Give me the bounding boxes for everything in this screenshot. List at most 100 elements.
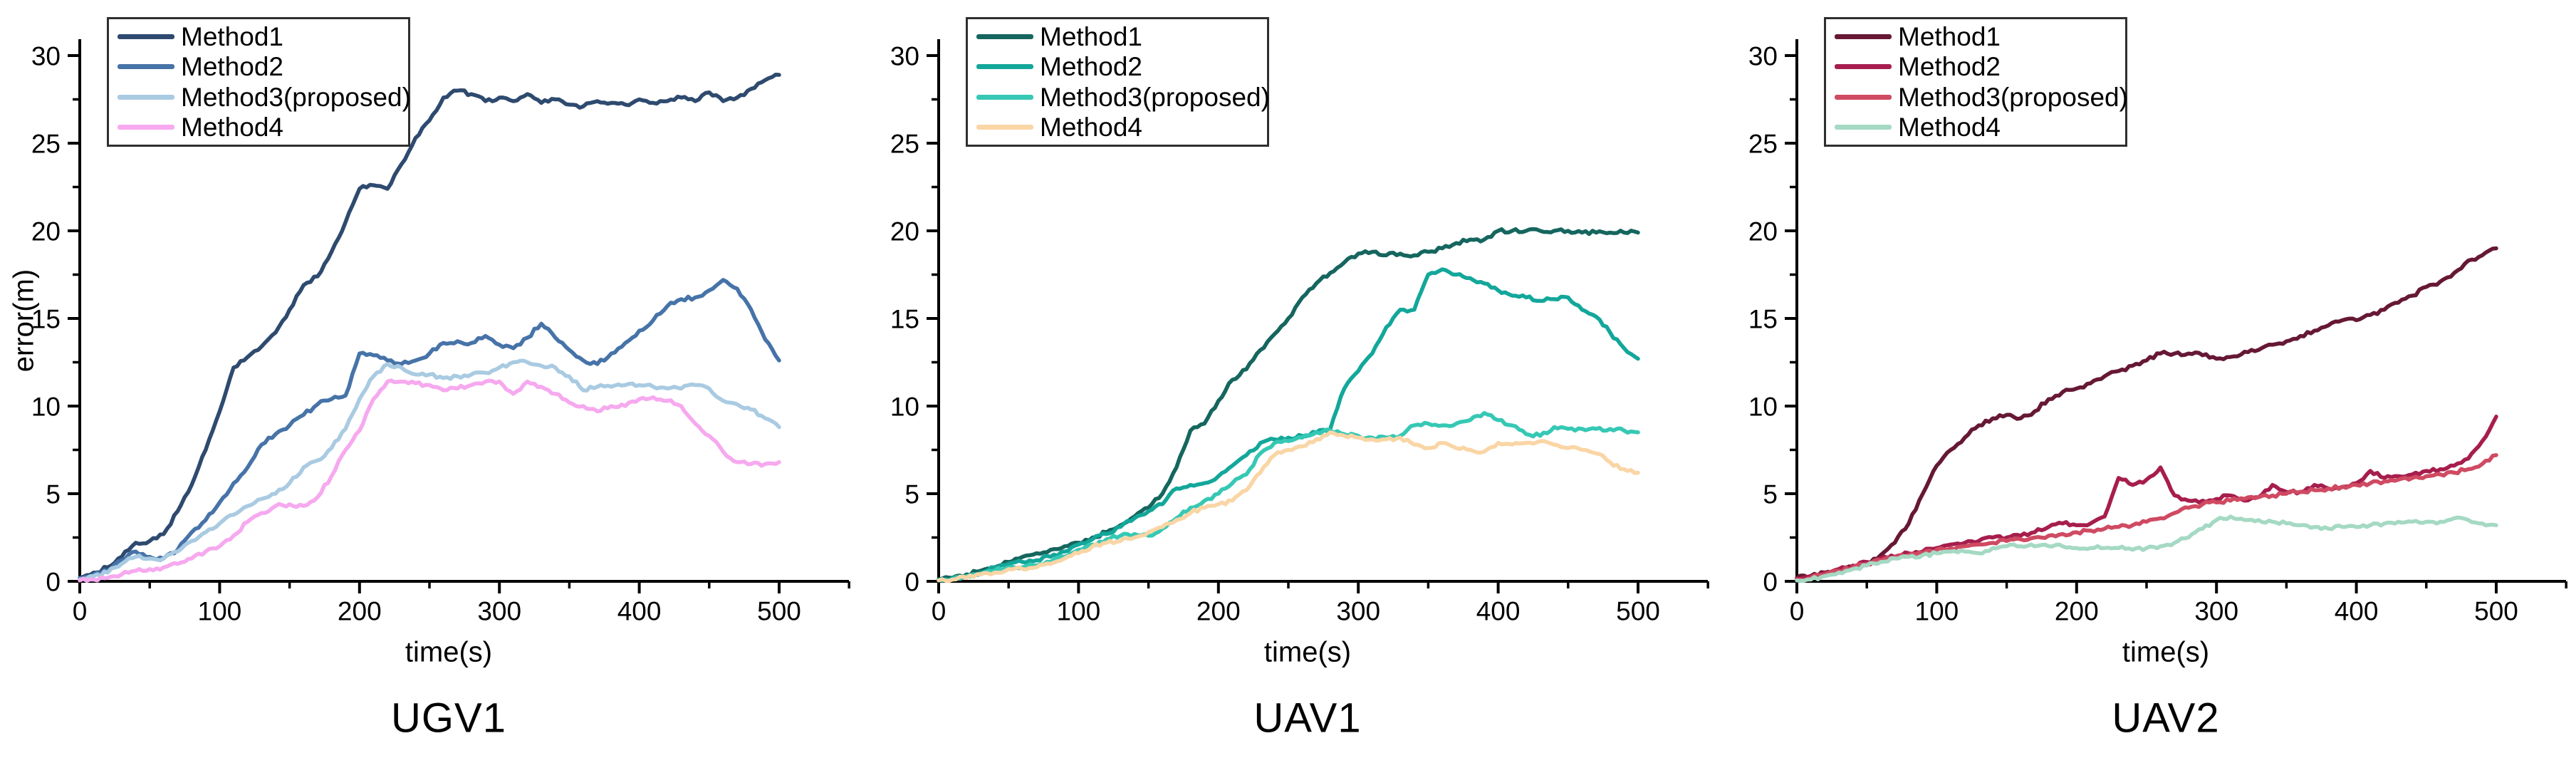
x-tick-label: 400: [2335, 597, 2379, 626]
legend-label: Method3(proposed): [181, 82, 411, 112]
x-axis-label: time(s): [405, 636, 493, 668]
series-line-method1: [78, 73, 781, 580]
legend-swatch-line: [118, 64, 174, 70]
legend-swatch-line: [1835, 64, 1892, 70]
y-tick-label: 15: [1748, 305, 1778, 334]
legend-item: Method4: [109, 113, 408, 143]
legend-label: Method2: [1898, 52, 2001, 82]
legend-label: Method2: [1040, 52, 1142, 82]
y-axis-label: error(m): [8, 269, 40, 373]
plot-area-uav1: 0 100 200 300 400 500 0 5 10 15 20 25 30: [890, 39, 1709, 626]
x-tick-label: 200: [2055, 597, 2099, 626]
legend-label: Method3(proposed): [1898, 82, 2128, 112]
x-tick-label: 100: [198, 597, 242, 626]
series-line-method3-proposed-: [78, 358, 781, 582]
series-line-method4: [1795, 514, 2498, 583]
x-tick-label: 0: [1790, 597, 1805, 626]
legend-item: Method2: [1826, 52, 2125, 83]
y-tick-label: 0: [46, 568, 61, 597]
x-tick-label: 500: [2474, 597, 2518, 626]
x-tick-label: 200: [1196, 597, 1241, 626]
legend-uav2: Method1 Method2 Method3(proposed) Method…: [1824, 17, 2128, 147]
y-tick-label: 5: [904, 480, 919, 509]
y-tick-label: 25: [31, 130, 61, 159]
legend-item: Method1: [109, 21, 408, 52]
y-tick-label: 10: [31, 393, 61, 422]
legend-item: Method1: [968, 21, 1267, 52]
chart-title-ugv1: UGV1: [391, 695, 506, 742]
legend-uav1: Method1 Method2 Method3(proposed) Method…: [966, 17, 1270, 147]
legend-swatch-line: [118, 94, 174, 100]
x-tick-label: 0: [73, 597, 88, 626]
x-axis-label: time(s): [1263, 636, 1352, 668]
legend-label: Method1: [1040, 21, 1142, 51]
y-tick-label: 15: [31, 305, 61, 334]
x-tick-label: 500: [757, 597, 801, 626]
legend-swatch-line: [976, 125, 1033, 130]
legend-item: Method2: [968, 52, 1267, 83]
legend-swatch-line: [118, 33, 174, 39]
x-tick-label: 200: [338, 597, 382, 626]
legend-swatch-line: [976, 94, 1033, 100]
y-tick-label: 30: [1748, 42, 1778, 71]
y-tick-label: 5: [1763, 480, 1778, 509]
x-tick-label: 400: [1476, 597, 1521, 626]
y-tick-label: 0: [1763, 568, 1778, 597]
legend-label: Method1: [181, 21, 283, 51]
legend-swatch-line: [976, 33, 1033, 39]
x-tick-label: 500: [1616, 597, 1660, 626]
y-tick-label: 5: [46, 480, 61, 509]
legend-label: Method2: [181, 52, 283, 82]
y-tick-label: 20: [890, 217, 919, 246]
y-tick-label: 15: [890, 305, 919, 334]
x-tick-label: 300: [1336, 597, 1380, 626]
legend-item: Method4: [1826, 113, 2125, 143]
y-tick-label: 30: [31, 42, 61, 71]
x-tick-label: 100: [1915, 597, 1959, 626]
legend-item: Method3(proposed): [1826, 82, 2128, 113]
legend-ugv1: Method1 Method2 Method3(proposed) Method…: [107, 17, 411, 147]
series-line-method2: [78, 278, 781, 581]
legend-item: Method3(proposed): [109, 82, 411, 113]
y-tick-label: 20: [31, 217, 61, 246]
chart-uav2: 0 100 200 300 400 500 0 5 10 15 20 25 30 time(s) UAV…: [1717, 0, 2576, 758]
legend-swatch-line: [118, 125, 174, 130]
series-line-method4: [937, 430, 1640, 583]
legend-label: Method4: [1040, 113, 1142, 142]
plot-area-ugv1: 0 100 200 300 400 500 0 5 10 15 20 25 30: [31, 39, 850, 626]
legend-item: Method1: [1826, 21, 2125, 52]
series-line-method3-proposed-: [1795, 453, 2498, 583]
legend-item: Method3(proposed): [968, 82, 1270, 113]
x-tick-label: 400: [617, 597, 662, 626]
legend-swatch-line: [976, 64, 1033, 70]
y-tick-label: 25: [890, 130, 919, 159]
x-tick-label: 300: [2194, 597, 2238, 626]
legend-label: Method3(proposed): [1040, 82, 1270, 112]
chart-ugv1: 0 100 200 300 400 500 0 5 10 15 20 25 30 error(m) ti…: [0, 0, 859, 758]
legend-label: Method4: [181, 113, 283, 142]
chart-title-uav2: UAV2: [2112, 695, 2220, 742]
series-line-method4: [78, 378, 781, 583]
series-line-method1: [937, 227, 1640, 582]
y-tick-label: 30: [890, 42, 919, 71]
legend-label: Method4: [1898, 113, 2001, 142]
series-line-method1: [1795, 246, 2498, 580]
legend-item: Method2: [109, 52, 408, 83]
y-tick-label: 10: [1748, 393, 1778, 422]
series-line-method3-proposed-: [937, 411, 1640, 583]
chart-title-uav1: UAV1: [1253, 695, 1362, 742]
plot-area-uav2: 0 100 200 300 400 500 0 5 10 15 20 25 30: [1748, 39, 2567, 626]
legend-item: Method4: [968, 113, 1267, 143]
y-tick-label: 20: [1748, 217, 1778, 246]
y-tick-label: 25: [1748, 130, 1778, 159]
x-tick-label: 0: [932, 597, 947, 626]
legend-swatch-line: [1835, 125, 1892, 130]
y-tick-label: 0: [904, 568, 919, 597]
x-axis-label: time(s): [2122, 636, 2210, 668]
legend-swatch-line: [1835, 94, 1892, 100]
y-tick-label: 10: [890, 393, 919, 422]
chart-uav1: 0 100 200 300 400 500 0 5 10 15 20 25 30 time(s) UAV…: [859, 0, 1718, 758]
legend-swatch-line: [1835, 33, 1892, 39]
legend-label: Method1: [1898, 21, 2001, 51]
